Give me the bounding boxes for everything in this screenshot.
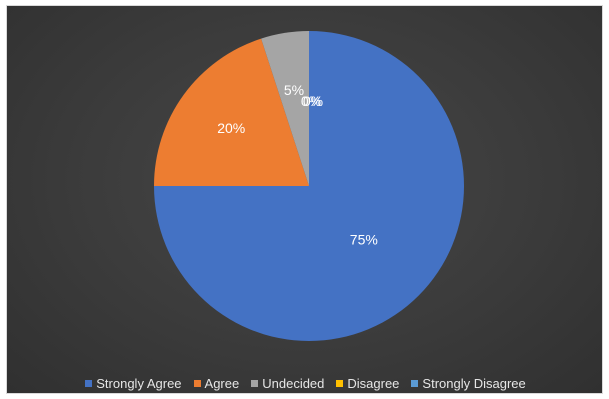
legend-item-undecided: Undecided bbox=[251, 376, 324, 391]
legend-swatch-undecided bbox=[251, 379, 259, 387]
legend-swatch-strongly-agree bbox=[85, 379, 93, 387]
data-label-strongly-disagree: 0% bbox=[303, 93, 323, 109]
legend-label-undecided: Undecided bbox=[262, 375, 325, 391]
legend-label-strongly-disagree: Strongly Disagree bbox=[422, 375, 526, 391]
data-label-agree: 20% bbox=[217, 120, 245, 136]
data-label-disagree: 0% bbox=[301, 93, 321, 109]
legend-swatch-disagree bbox=[336, 379, 344, 387]
data-label-strongly-agree: 75% bbox=[350, 232, 378, 248]
legend-label-disagree: Disagree bbox=[347, 375, 400, 391]
legend-item-strongly-agree: Strongly Agree bbox=[85, 375, 182, 391]
legend-label-strongly-agree: Strongly Agree bbox=[96, 375, 182, 391]
legend-item-agree: Agree bbox=[193, 375, 240, 391]
legend-item-disagree: Disagree bbox=[336, 376, 399, 391]
legend: Strongly Agree Agree Undecided Disagree … bbox=[7, 372, 604, 394]
data-label-undecided: 5% bbox=[284, 82, 304, 98]
legend-label-agree: Agree bbox=[204, 375, 240, 391]
pie-chart: 75%20%5%0%0% bbox=[154, 31, 464, 341]
pie-slice-agree bbox=[154, 38, 309, 186]
legend-swatch-strongly-disagree bbox=[411, 379, 419, 387]
chart-area: 75% 20% 5% 0% 0% Strongly Agree Agree Undeci… bbox=[6, 5, 603, 394]
pie-slice-undecided bbox=[261, 31, 309, 186]
legend-swatch-agree bbox=[193, 379, 201, 387]
legend-item-strongly-disagree: Strongly Disagree bbox=[411, 375, 526, 391]
